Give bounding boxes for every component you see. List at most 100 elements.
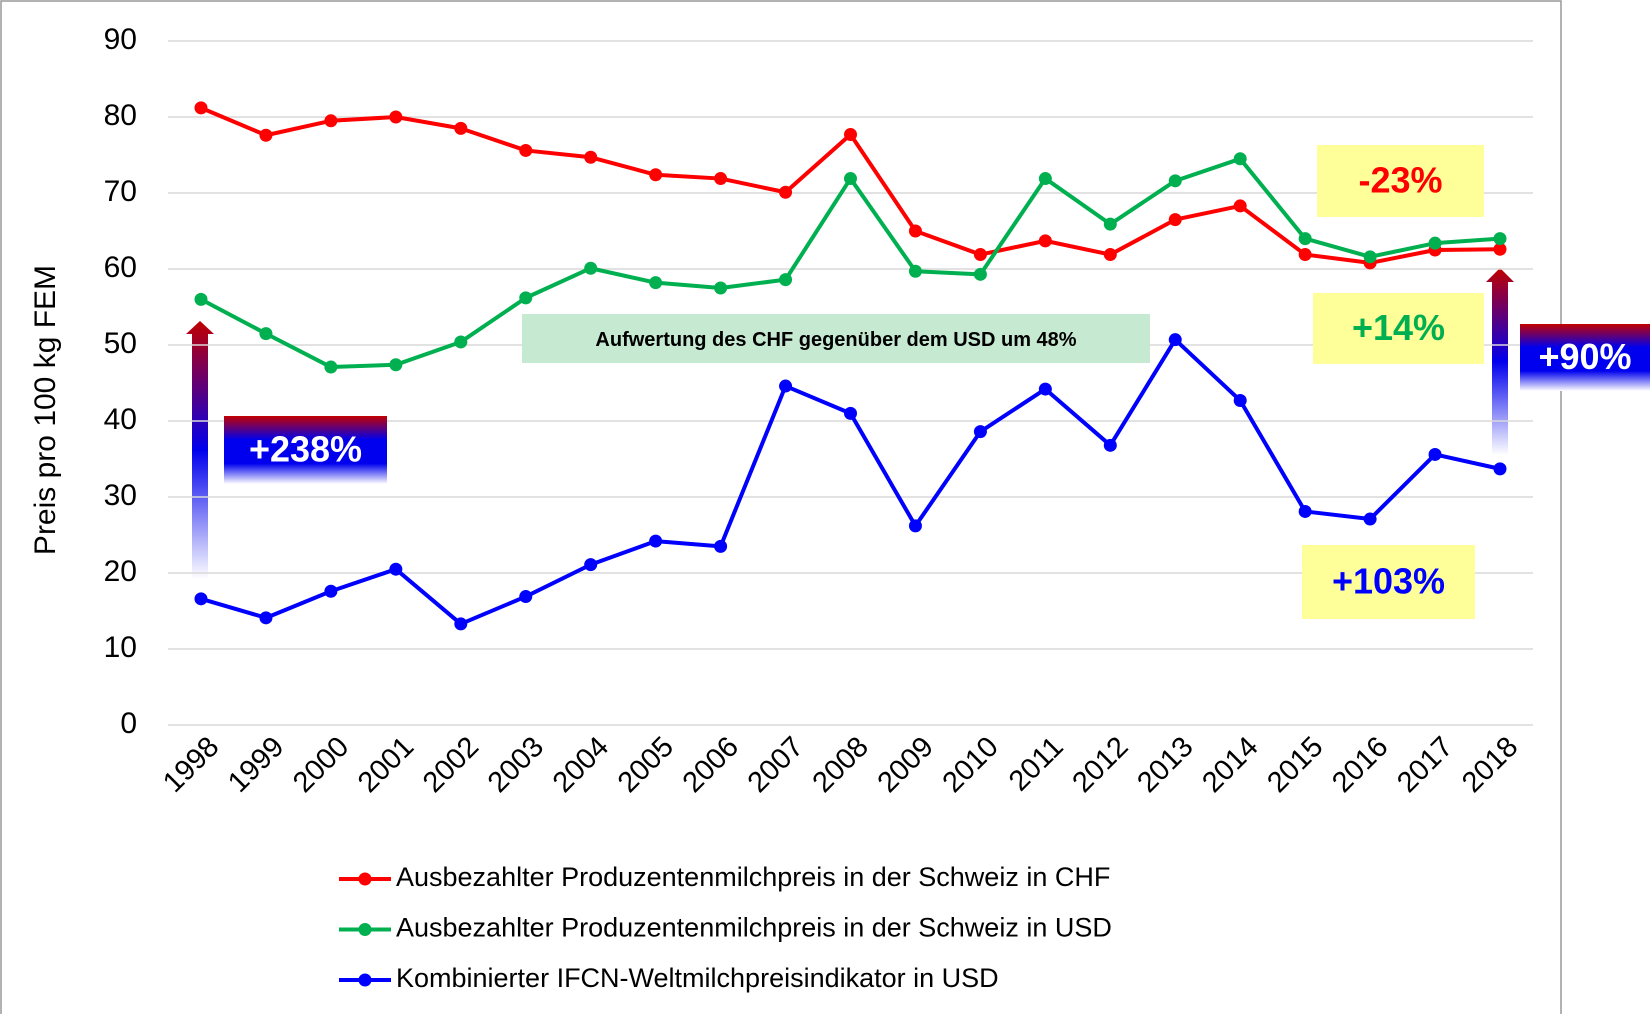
- marker: [1168, 213, 1182, 227]
- marker: [1038, 234, 1052, 248]
- legend-marker: [358, 872, 372, 886]
- marker: [973, 267, 987, 281]
- marker: [1298, 504, 1312, 518]
- y-tick-label: 0: [120, 707, 137, 740]
- marker: [908, 264, 922, 278]
- y-tick-label: 40: [104, 403, 137, 436]
- marker: [1493, 462, 1507, 476]
- marker: [389, 358, 403, 372]
- x-tick-label: 2016: [1326, 731, 1394, 799]
- marker: [324, 360, 338, 374]
- marker: [973, 425, 987, 439]
- x-tick-label: 1999: [222, 731, 290, 799]
- y-tick-label: 30: [104, 479, 137, 512]
- x-tick-label: 2012: [1066, 731, 1134, 799]
- marker: [779, 185, 793, 199]
- annotation: +90%: [1538, 336, 1631, 377]
- annotation: -23%: [1358, 160, 1442, 201]
- x-tick-label: 2013: [1131, 731, 1199, 799]
- y-tick-label: 10: [104, 631, 137, 664]
- marker: [1103, 438, 1117, 452]
- marker: [389, 562, 403, 576]
- marker: [973, 248, 987, 262]
- y-tick-label: 20: [104, 555, 137, 588]
- marker: [714, 539, 728, 553]
- marker: [324, 114, 338, 128]
- x-tick-label: 2010: [937, 731, 1005, 799]
- marker: [389, 110, 403, 124]
- x-tick-label: 2005: [612, 731, 680, 799]
- arrow: [186, 321, 214, 579]
- x-tick-label: 2003: [482, 731, 550, 799]
- marker: [194, 101, 208, 115]
- marker: [1363, 512, 1377, 526]
- x-tick-label: 2002: [417, 731, 485, 799]
- marker: [519, 143, 533, 157]
- annotation: +238%: [249, 429, 362, 470]
- marker: [714, 281, 728, 295]
- x-tick-label: 2018: [1456, 731, 1524, 799]
- marker: [1038, 382, 1052, 396]
- marker: [649, 168, 663, 182]
- x-tick-label: 2004: [547, 731, 615, 799]
- annotation-box: [224, 416, 387, 484]
- legend-label: Ausbezahlter Produzentenmilchpreis in de…: [396, 913, 1112, 943]
- marker: [584, 150, 598, 164]
- marker: [519, 291, 533, 305]
- annotation-box: [1317, 145, 1484, 217]
- y-axis-label: Preis pro 100 kg FEM: [29, 265, 62, 555]
- marker: [1233, 152, 1247, 166]
- marker: [1298, 232, 1312, 246]
- marker: [844, 406, 857, 420]
- marker: [1103, 248, 1117, 262]
- x-tick-label: 2000: [287, 731, 355, 799]
- marker: [454, 617, 468, 631]
- marker: [1298, 248, 1312, 262]
- x-tick-label: 2008: [807, 731, 875, 799]
- marker: [519, 590, 533, 604]
- marker: [1493, 232, 1507, 246]
- legend-marker: [358, 923, 372, 936]
- annotation-box: [1302, 545, 1475, 619]
- y-tick-label: 50: [104, 327, 137, 360]
- marker: [1233, 199, 1247, 213]
- y-tick-label: 60: [104, 251, 137, 284]
- annotation: Aufwertung des CHF gegenüber dem USD um …: [595, 329, 1076, 351]
- y-tick-label: 90: [104, 23, 137, 56]
- x-tick-label: 2001: [352, 731, 420, 799]
- y-tick-label: 80: [104, 99, 137, 132]
- marker: [1428, 447, 1442, 461]
- annotation: +103%: [1332, 561, 1445, 602]
- x-tick-label: 2017: [1391, 731, 1459, 799]
- marker: [1233, 393, 1247, 407]
- annotation-box: [1520, 324, 1650, 391]
- marker: [1103, 217, 1117, 231]
- marker: [779, 379, 793, 393]
- legend-marker: [358, 973, 372, 987]
- marker: [649, 276, 663, 290]
- y-tick-label: 70: [104, 175, 137, 208]
- annotation-box: [1313, 293, 1484, 364]
- legend-label: Ausbezahlter Produzentenmilchpreis in de…: [396, 862, 1110, 892]
- x-tick-label: 2009: [872, 731, 940, 799]
- arrow: [1486, 268, 1514, 455]
- annotation: +14%: [1352, 307, 1445, 348]
- marker: [1428, 236, 1442, 250]
- marker: [259, 128, 273, 142]
- marker: [1493, 242, 1507, 256]
- marker: [194, 292, 208, 306]
- marker: [194, 592, 208, 606]
- marker: [584, 261, 598, 275]
- marker: [454, 121, 468, 135]
- marker: [1168, 333, 1182, 347]
- marker: [844, 127, 857, 141]
- x-tick-label: 1998: [157, 731, 225, 799]
- legend-label: Kombinierter IFCN-Weltmilchpreisindikato…: [396, 963, 999, 993]
- marker: [454, 335, 468, 349]
- marker: [259, 611, 273, 625]
- x-tick-label: 2006: [677, 731, 745, 799]
- marker: [649, 534, 663, 548]
- marker: [908, 519, 922, 533]
